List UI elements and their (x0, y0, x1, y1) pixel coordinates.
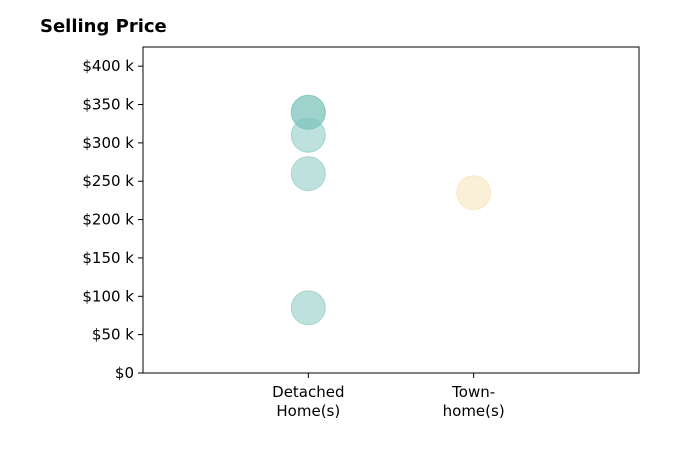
data-point-s0-4 (290, 290, 326, 326)
y-tick-label: $150 k (82, 249, 134, 267)
y-tick-label: $350 k (82, 96, 134, 114)
y-tick-label: $200 k (82, 211, 134, 229)
y-tick-label: $300 k (82, 134, 134, 152)
data-point-s1-0 (456, 175, 492, 211)
data-point-s0-3 (290, 156, 326, 192)
y-tick-label: $50 k (92, 326, 134, 344)
x-tick-label-line: Detached (272, 383, 344, 401)
x-tick-label-line: home(s) (443, 402, 505, 420)
y-tick-label: $400 k (82, 57, 134, 75)
x-tick-label: Detached Home(s) (272, 383, 344, 420)
data-point-s0-2 (290, 117, 326, 153)
chart-title: Selling Price (40, 16, 167, 37)
x-tick-label-line: Home(s) (276, 402, 340, 420)
x-tick-label: Town-home(s) (443, 383, 505, 420)
x-tick-label-line: Town- (451, 383, 495, 401)
y-tick-label: $0 (115, 364, 134, 382)
y-tick-label: $100 k (82, 287, 134, 305)
plot-frame (142, 46, 640, 374)
y-tick-label: $250 k (82, 172, 134, 190)
chart-marks (290, 94, 492, 326)
chart-axes: $0 $50 k $100 k $150 k $200 k $250 k $300 k $35… (82, 46, 640, 420)
